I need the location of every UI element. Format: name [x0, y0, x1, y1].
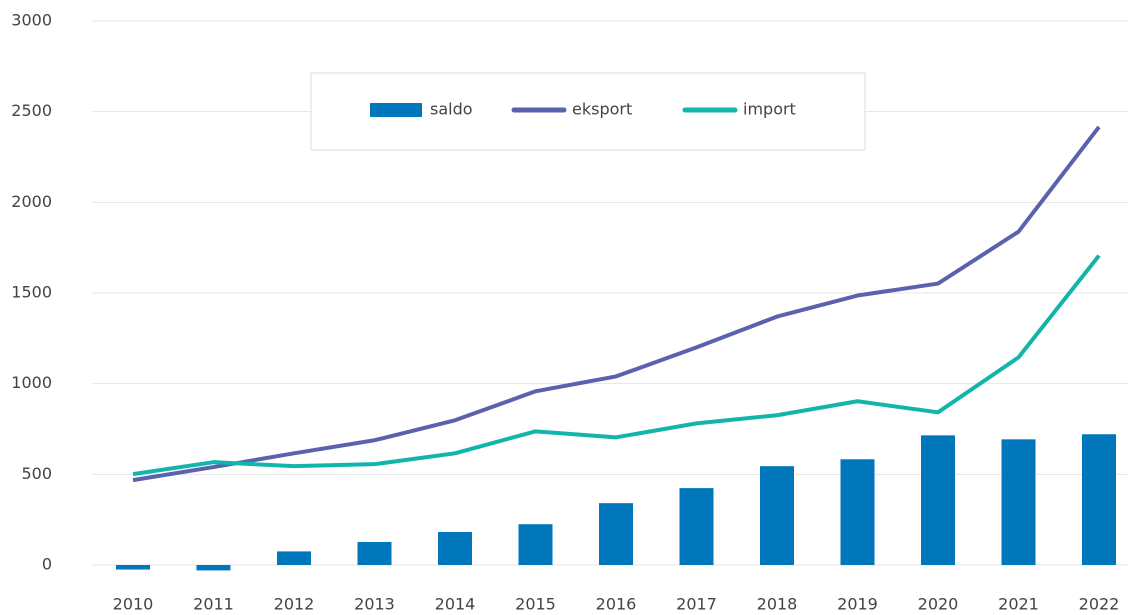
- legend-label: saldo: [430, 100, 473, 119]
- x-tick-label: 2021: [998, 595, 1039, 614]
- bar: [116, 565, 150, 570]
- line: [132, 125, 1101, 483]
- legend-label: eksport: [572, 100, 632, 119]
- x-tick-label: 2017: [676, 595, 717, 614]
- x-tick-label: 2016: [596, 595, 637, 614]
- bar: [196, 565, 231, 571]
- bar: [438, 531, 472, 565]
- x-tick-label: 2015: [515, 595, 556, 614]
- bar: [518, 524, 553, 565]
- bar: [1082, 434, 1116, 565]
- line: [132, 254, 1101, 477]
- bar: [1001, 439, 1036, 565]
- bar: [357, 541, 392, 565]
- bar: [840, 459, 875, 565]
- bar: [679, 488, 714, 565]
- y-tick-label: 2000: [11, 192, 52, 211]
- x-tick-label: 2019: [837, 595, 878, 614]
- x-tick-label: 2011: [193, 595, 234, 614]
- x-tick-label: 2012: [274, 595, 315, 614]
- y-tick-label: 500: [21, 464, 52, 483]
- y-tick-label: 3000: [11, 11, 52, 30]
- y-tick-label: 1500: [11, 283, 52, 302]
- y-tick-label: 0: [42, 555, 52, 574]
- x-tick-label: 2018: [757, 595, 798, 614]
- x-tick-label: 2013: [354, 595, 395, 614]
- x-tick-label: 2020: [918, 595, 959, 614]
- legend-label: import: [743, 100, 796, 119]
- bar: [760, 466, 794, 565]
- x-tick-label: 2010: [113, 595, 154, 614]
- legend: saldo eksport import: [310, 72, 866, 151]
- y-tick-label: 1000: [11, 373, 52, 392]
- y-tick-label: 2500: [11, 101, 52, 120]
- bar: [277, 551, 311, 565]
- x-tick-label: 2022: [1079, 595, 1120, 614]
- x-tick-label: 2014: [435, 595, 476, 614]
- bar: [921, 435, 955, 565]
- legend-swatch: [370, 103, 422, 117]
- bar: [599, 503, 633, 565]
